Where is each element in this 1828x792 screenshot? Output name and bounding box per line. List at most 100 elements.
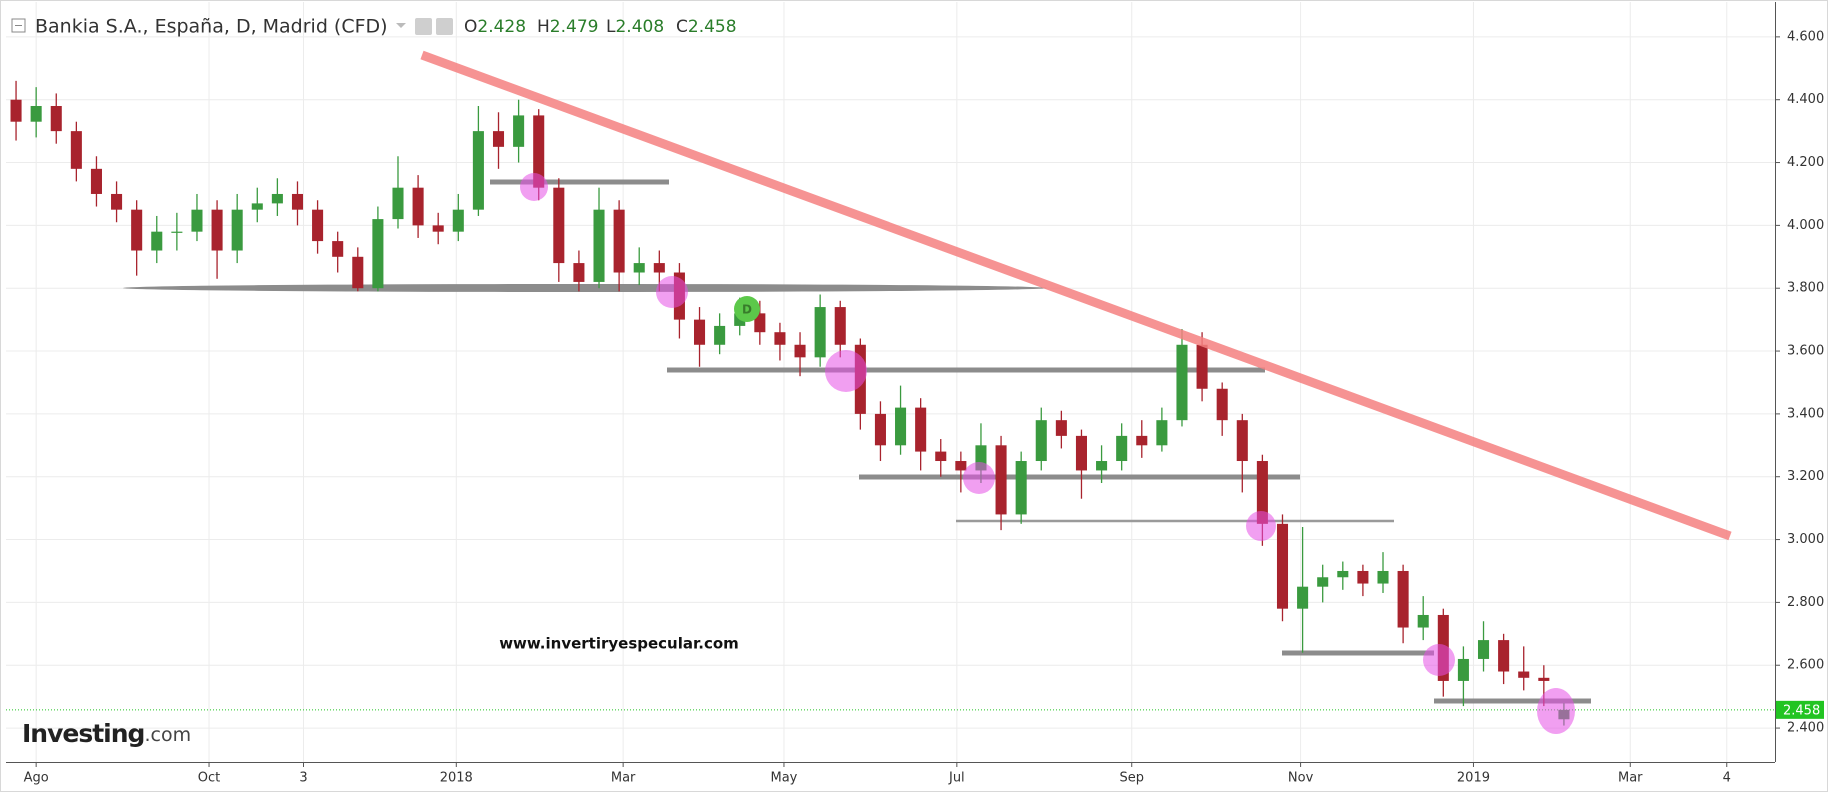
grid-layer <box>6 2 1775 762</box>
ohlc-item: H2.479 <box>537 17 598 37</box>
x-tick-label: Oct <box>198 771 220 786</box>
candle-body <box>1035 420 1047 462</box>
chart-title: Bankia S.A., España, D, Madrid (CFD) <box>35 16 388 38</box>
candle-body <box>593 209 605 282</box>
candle-body <box>1256 461 1268 524</box>
candle-body <box>30 105 42 122</box>
candle-body <box>1176 344 1188 421</box>
candle-body <box>171 231 183 233</box>
candle-body <box>1317 577 1329 587</box>
candle-body <box>90 168 102 194</box>
candle-body <box>1457 658 1469 681</box>
dividend-marker[interactable] <box>734 296 760 322</box>
candle-body <box>513 115 525 147</box>
candle-body <box>1417 614 1429 628</box>
candle-body <box>1498 640 1510 672</box>
highlight-circle <box>1537 688 1575 734</box>
candle-body <box>1236 420 1248 462</box>
candle-body <box>332 241 344 257</box>
candle-body <box>1075 435 1087 471</box>
x-tick-label: Jul <box>948 771 965 786</box>
highlight-circle <box>963 462 995 494</box>
y-tick-label: 3.800 <box>1787 281 1824 296</box>
y-tick-label: 4.600 <box>1787 29 1824 44</box>
highlight-circle <box>1246 511 1276 541</box>
x-tick-label: 3 <box>299 771 307 786</box>
watermark: www.invertiryespecular.com <box>499 635 739 653</box>
highlight-circle <box>1423 644 1455 676</box>
candle-body <box>1357 570 1369 584</box>
candle-body <box>1055 420 1067 436</box>
ohlc-item: C2.458 <box>676 17 737 37</box>
candle-body <box>352 256 364 289</box>
candle-body <box>714 325 726 345</box>
candle-body <box>915 407 927 452</box>
dropdown-icon[interactable] <box>396 23 406 28</box>
visibility-icon[interactable] <box>415 18 432 35</box>
candle-body <box>1377 570 1389 584</box>
x-tick-label: Mar <box>1618 771 1643 786</box>
collapse-icon[interactable] <box>11 18 26 33</box>
candle-body <box>1116 435 1128 462</box>
candle-body <box>1136 435 1148 446</box>
x-tick-label: Ago <box>24 771 49 786</box>
candle-body <box>291 193 304 210</box>
candle-body <box>895 407 907 446</box>
x-tick-label: Nov <box>1288 771 1314 786</box>
axes: 2.400 2.600 2.800 3.000 3.200 3.400 3.600 3.800… <box>6 2 1824 786</box>
candle-body <box>412 187 424 226</box>
x-tick-label: Sep <box>1119 771 1144 786</box>
candle-body <box>754 313 766 333</box>
candle-body <box>151 231 163 251</box>
x-tick-label: 2019 <box>1457 771 1490 786</box>
y-tick-label: 3.000 <box>1787 532 1824 547</box>
candle-body <box>553 187 565 264</box>
ohlc-readout: O2.428 H2.479 L2.408 C2.458 <box>464 17 737 37</box>
candle-body <box>312 209 324 242</box>
candle-body <box>131 209 143 251</box>
candle-body <box>935 451 947 462</box>
y-tick-label: 2.400 <box>1787 721 1824 736</box>
y-tick-label: 4.200 <box>1787 155 1824 170</box>
candle-body <box>231 209 243 251</box>
ohlc-item: O2.428 <box>464 17 526 37</box>
candle-body <box>874 413 886 446</box>
candle-body <box>995 445 1007 515</box>
candle-body <box>975 445 987 471</box>
candle-body <box>1196 344 1208 389</box>
ohlc-value: 2.428 <box>477 17 526 37</box>
y-tick-label: 3.400 <box>1787 406 1824 421</box>
candle-body <box>1216 388 1228 421</box>
candle-body <box>472 131 484 210</box>
highlights: D <box>420 50 1732 734</box>
dividend-marker-text: D <box>742 303 752 317</box>
ohlc-label: H <box>537 17 550 37</box>
candle-body <box>10 99 22 122</box>
candle-body <box>50 105 62 132</box>
x-tick-label: 4 <box>1723 771 1731 786</box>
candle-body <box>1156 420 1168 446</box>
ohlc-item: L2.408 <box>606 17 664 37</box>
candle-body <box>111 193 123 210</box>
candle-body <box>1337 570 1349 578</box>
last-price-label: 2.458 <box>1783 703 1820 718</box>
candle-body <box>1096 461 1108 471</box>
highlight-circle <box>520 173 548 201</box>
candle-body <box>191 209 203 232</box>
settings-icon[interactable] <box>436 18 453 35</box>
logo-main: Investing <box>22 719 144 748</box>
y-tick-label: 3.200 <box>1787 469 1824 484</box>
logo: Investing.com <box>22 719 191 748</box>
candle-body <box>694 319 706 345</box>
ohlc-value: 2.408 <box>615 17 664 37</box>
candle-body <box>432 225 444 232</box>
ohlc-label: L <box>606 17 616 37</box>
x-tick-label: May <box>771 771 798 786</box>
y-tick-label: 3.600 <box>1787 344 1824 359</box>
highlight-circle <box>825 350 867 392</box>
candle-body <box>251 203 263 210</box>
candle-body <box>633 263 645 273</box>
candle-body <box>70 131 82 169</box>
